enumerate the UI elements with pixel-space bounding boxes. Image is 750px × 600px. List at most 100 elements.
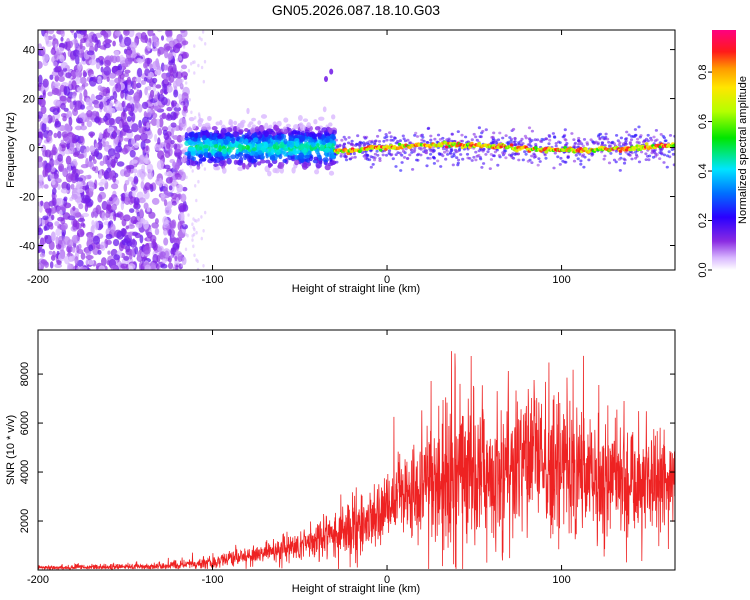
spectral-cell xyxy=(215,121,221,126)
spectral-cell xyxy=(66,96,72,103)
spectral-cell xyxy=(268,128,272,135)
spectral-cell xyxy=(181,256,187,266)
spectral-cell xyxy=(574,153,578,157)
spectral-cell xyxy=(520,137,524,141)
spectral-cell xyxy=(83,89,88,99)
spectral-cell xyxy=(156,118,161,128)
spectral-cell xyxy=(330,161,336,166)
spectral-cell xyxy=(526,159,530,163)
spectral-cell xyxy=(497,154,501,157)
spectral-cell xyxy=(60,188,69,194)
spectral-cell xyxy=(48,250,53,255)
snr-y-label: SNR (10 * v/v) xyxy=(5,415,17,485)
chart-title: GN05.2026.087.18.10.G03 xyxy=(272,2,440,18)
spectral-cell xyxy=(449,147,453,151)
spectral-cell xyxy=(148,211,156,219)
spectral-cell xyxy=(107,148,116,157)
spectral-cell xyxy=(251,147,257,152)
spectral-cell xyxy=(547,134,551,137)
spectral-cell xyxy=(477,142,482,146)
spectral-cell xyxy=(307,150,312,155)
spectral-cell xyxy=(228,118,233,126)
spectral-cell xyxy=(491,141,495,145)
spectral-cell xyxy=(157,46,165,55)
spectral-cell xyxy=(181,40,189,46)
spectral-cell xyxy=(579,159,583,163)
spectral-cell xyxy=(160,193,166,198)
spectral-cell xyxy=(151,77,158,84)
spectral-cell xyxy=(267,162,272,169)
spectral-cell xyxy=(291,167,296,174)
spectral-cell xyxy=(171,219,177,229)
spectral-cell xyxy=(501,151,505,155)
spectral-cell xyxy=(348,157,352,161)
spectral-cell xyxy=(514,152,518,156)
spectral-cell xyxy=(130,103,135,112)
spectral-cell xyxy=(200,65,204,70)
spectral-cell xyxy=(58,145,62,152)
spectral-cell xyxy=(573,141,578,145)
spectral-cell xyxy=(210,157,215,162)
spectral-cell xyxy=(369,165,373,169)
spectral-cell xyxy=(631,135,635,138)
spectral-cell xyxy=(211,140,218,145)
spectral-cell xyxy=(42,261,49,266)
spectral-cell xyxy=(593,141,597,145)
spectral-cell xyxy=(402,156,407,159)
spectral-cell xyxy=(112,40,116,47)
spectral-cell xyxy=(394,153,398,157)
spectral-cell xyxy=(89,76,94,82)
spectral-cell xyxy=(272,167,278,174)
spectral-cell xyxy=(238,137,245,144)
spectral-cell xyxy=(175,174,183,180)
spectral-cell xyxy=(426,141,430,144)
spectral-cell xyxy=(191,234,194,238)
spectral-cell xyxy=(637,160,642,164)
spectral-cell xyxy=(118,120,123,129)
spectral-cell xyxy=(204,42,207,46)
y-tick-label: 4000 xyxy=(19,460,31,484)
spectral-cell xyxy=(117,63,123,71)
spectral-cell xyxy=(163,132,170,141)
spectral-cell xyxy=(456,158,461,162)
spectral-cell xyxy=(180,193,187,203)
spectral-cell xyxy=(146,122,150,130)
spectral-cell xyxy=(233,159,238,165)
snr-series-line xyxy=(38,351,675,570)
spectral-cell xyxy=(114,30,122,37)
spectral-cell xyxy=(42,78,49,88)
spectral-cell xyxy=(178,93,183,101)
spectral-cell xyxy=(513,136,517,140)
spectral-cell xyxy=(122,245,127,250)
spectral-cell xyxy=(59,54,65,63)
spectral-cell xyxy=(532,155,537,159)
spectral-cell xyxy=(124,69,131,74)
spectral-cell xyxy=(101,257,107,266)
spectral-cell xyxy=(85,38,91,48)
spectral-cell xyxy=(611,140,615,144)
spectral-cell xyxy=(237,143,243,149)
spectral-cell xyxy=(637,125,641,129)
spectral-cell xyxy=(166,142,171,149)
spectral-cell xyxy=(624,137,629,140)
spectral-cell xyxy=(59,95,67,102)
spectral-cell xyxy=(129,110,134,117)
spectral-cell xyxy=(66,252,73,257)
spectral-cell xyxy=(86,50,95,56)
spectral-cell xyxy=(195,219,198,223)
snr-x-ticks: -200 -100 0 100 xyxy=(27,330,571,586)
spectral-cell xyxy=(52,250,56,259)
spectral-cell xyxy=(85,254,94,260)
spectral-cell xyxy=(200,37,203,42)
spectral-cell xyxy=(435,140,439,144)
spectral-cell xyxy=(151,197,160,205)
spectral-cell xyxy=(313,118,318,125)
spectral-cell xyxy=(460,139,464,143)
spectral-cell xyxy=(82,194,90,205)
spectral-cell xyxy=(104,59,111,68)
spectral-cell xyxy=(590,153,594,157)
spectral-cell xyxy=(87,234,92,244)
spectral-cell xyxy=(132,168,138,174)
spectral-cell xyxy=(97,194,103,203)
spectral-cell xyxy=(113,254,121,261)
